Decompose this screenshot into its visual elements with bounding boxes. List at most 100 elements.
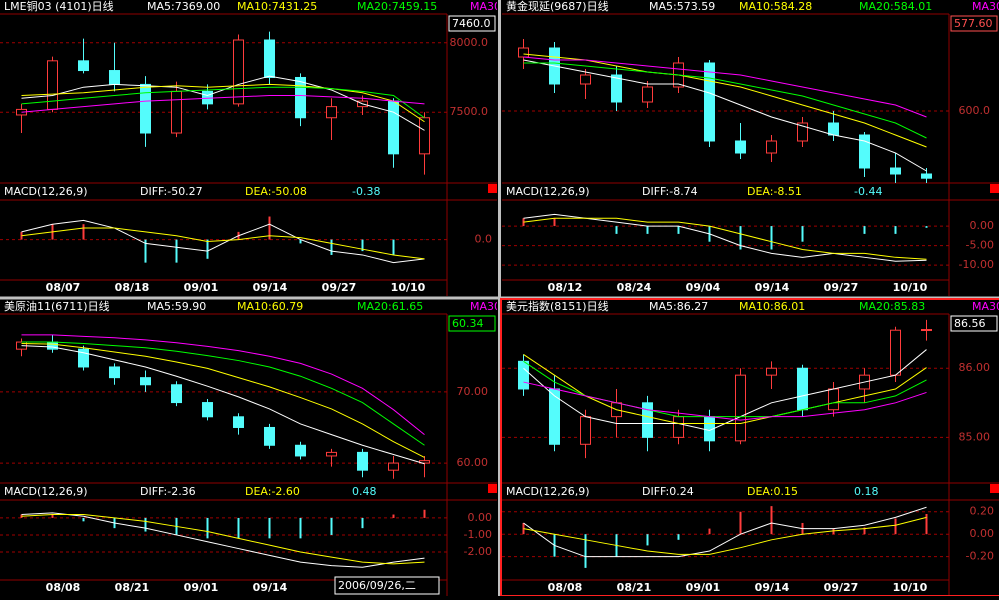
x-tick-label: 09/01 (686, 581, 721, 594)
candle-body (419, 117, 430, 155)
x-tick-label: 08/08 (46, 581, 81, 594)
macd-diff-line (523, 213, 927, 262)
y-tick-label: 0.00 (468, 511, 493, 524)
price-label: 86.56 (954, 317, 986, 330)
price-label: 577.60 (954, 17, 993, 30)
y-tick-label: -5.00 (966, 239, 994, 252)
y-tick-label: 600.0 (959, 104, 991, 117)
ma-legend: MA5:573.59 (649, 0, 715, 13)
x-tick-label: 09/27 (322, 281, 357, 294)
y-tick-label: 70.00 (457, 385, 489, 398)
macd-dea: DEA:0.15 (747, 485, 798, 498)
y-tick-label: 0.20 (970, 505, 995, 518)
candle-body (642, 86, 653, 103)
macd-diff: DIFF:-2.36 (140, 485, 196, 498)
macd-diff: DIFF:-8.74 (642, 185, 698, 198)
panel-title: 黄金现延(9687)日线 (506, 0, 609, 13)
candle-body (921, 329, 932, 332)
candle-body (140, 377, 151, 386)
candle-body (890, 329, 901, 376)
ma-line (523, 56, 927, 118)
x-tick-label: 08/24 (617, 281, 652, 294)
x-tick-label: 09/14 (755, 581, 790, 594)
ma-legend: MA20:7459.15 (357, 0, 437, 13)
x-tick-label: 08/21 (115, 581, 150, 594)
x-tick-label: 09/27 (824, 581, 859, 594)
candle-body (171, 90, 182, 134)
x-tick-label: 08/18 (115, 281, 150, 294)
candle-body (47, 60, 58, 110)
macd-diff-line (21, 512, 425, 568)
x-tick-label: 09/14 (755, 281, 790, 294)
ma-line (21, 86, 425, 119)
candle-body (264, 39, 275, 78)
candle-body (202, 90, 213, 105)
x-tick-label: 09/04 (686, 281, 721, 294)
ma-line (21, 334, 425, 435)
price-box (448, 315, 496, 332)
cursor-date: 2006/09/26,二 (334, 576, 440, 595)
candle-body (295, 76, 306, 119)
x-tick-label: 10/10 (893, 281, 928, 294)
x-tick-label: 09/27 (824, 281, 859, 294)
candle-body (704, 62, 715, 142)
ma-line (21, 342, 425, 458)
macd-title: MACD(12,26,9) (506, 185, 590, 198)
ma-line (21, 83, 425, 123)
macd-title: MACD(12,26,9) (4, 485, 88, 498)
candle-body (580, 416, 591, 445)
y-tick-label: 0.00 (970, 219, 995, 232)
macd-dea-line (21, 227, 425, 260)
y-tick-label: 86.00 (959, 361, 991, 374)
ma-legend: MA20:584.01 (859, 0, 932, 13)
chart-panel: 美元指数(8151)日线 MA5:86.27 MA10:86.01 MA20:85.8… (502, 299, 999, 596)
y-tick-label: -1.00 (464, 528, 492, 541)
panel-title: LME铜03 (4101)日线 (4, 0, 114, 13)
panel-title: 美元指数(8151)日线 (506, 299, 609, 313)
chart-panel: LME铜03 (4101)日线 MA5:7369.00 MA10:7431.25 MA… (0, 0, 497, 296)
candle-body (202, 402, 213, 418)
ma-legend: MA30:5 (972, 0, 999, 13)
candle-body (388, 462, 399, 471)
macd-dea: DEA:-8.51 (747, 185, 802, 198)
ma-line (21, 341, 425, 446)
cursor-box (334, 576, 440, 595)
x-tick-label: 10/10 (391, 281, 426, 294)
marker (488, 484, 497, 493)
y-tick-label: 8000.0 (450, 36, 489, 49)
ma-line (21, 75, 425, 131)
candle-body (580, 74, 591, 85)
y-tick-label: -2.00 (464, 545, 492, 558)
macd-dea-line (523, 217, 927, 260)
x-tick-label: 09/01 (184, 581, 219, 594)
price-label: 60.34 (452, 317, 484, 330)
ma-legend: MA10:584.28 (739, 0, 812, 13)
candle-body (295, 444, 306, 457)
macd-value: -0.44 (854, 185, 882, 198)
marker (990, 484, 999, 493)
ma-legend: MA10:7431.25 (237, 0, 317, 13)
candle-body (357, 451, 368, 471)
candle-body (140, 83, 151, 134)
y-tick-label: 0.0 (475, 233, 493, 246)
x-tick-label: 09/01 (184, 281, 219, 294)
x-tick-label: 08/08 (548, 581, 583, 594)
candle-body (921, 173, 932, 179)
chart-panel: 美原油11(6711)日线 MA5:59.90 MA10:60.79 MA20:61.… (0, 300, 497, 596)
candle-body (673, 416, 684, 438)
ma-legend: MA20:85.83 (859, 300, 925, 313)
y-tick-label: -0.20 (966, 550, 994, 563)
chart-panel: 黄金现延(9687)日线 MA5:573.59 MA10:584.28 MA20:58… (502, 0, 999, 296)
x-tick-label: 09/14 (253, 581, 288, 594)
x-tick-label: 08/12 (548, 281, 583, 294)
macd-title: MACD(12,26,9) (4, 185, 88, 198)
candle-body (264, 426, 275, 446)
candle-body (78, 60, 89, 72)
y-tick-label: 0.00 (970, 527, 995, 540)
candle-body (735, 140, 746, 154)
ma-legend: MA10:60.79 (237, 300, 303, 313)
x-tick-label: 09/14 (253, 281, 288, 294)
ma-line (523, 381, 927, 421)
macd-dea-line (21, 514, 425, 565)
ma-legend: MA20:61.65 (357, 300, 423, 313)
